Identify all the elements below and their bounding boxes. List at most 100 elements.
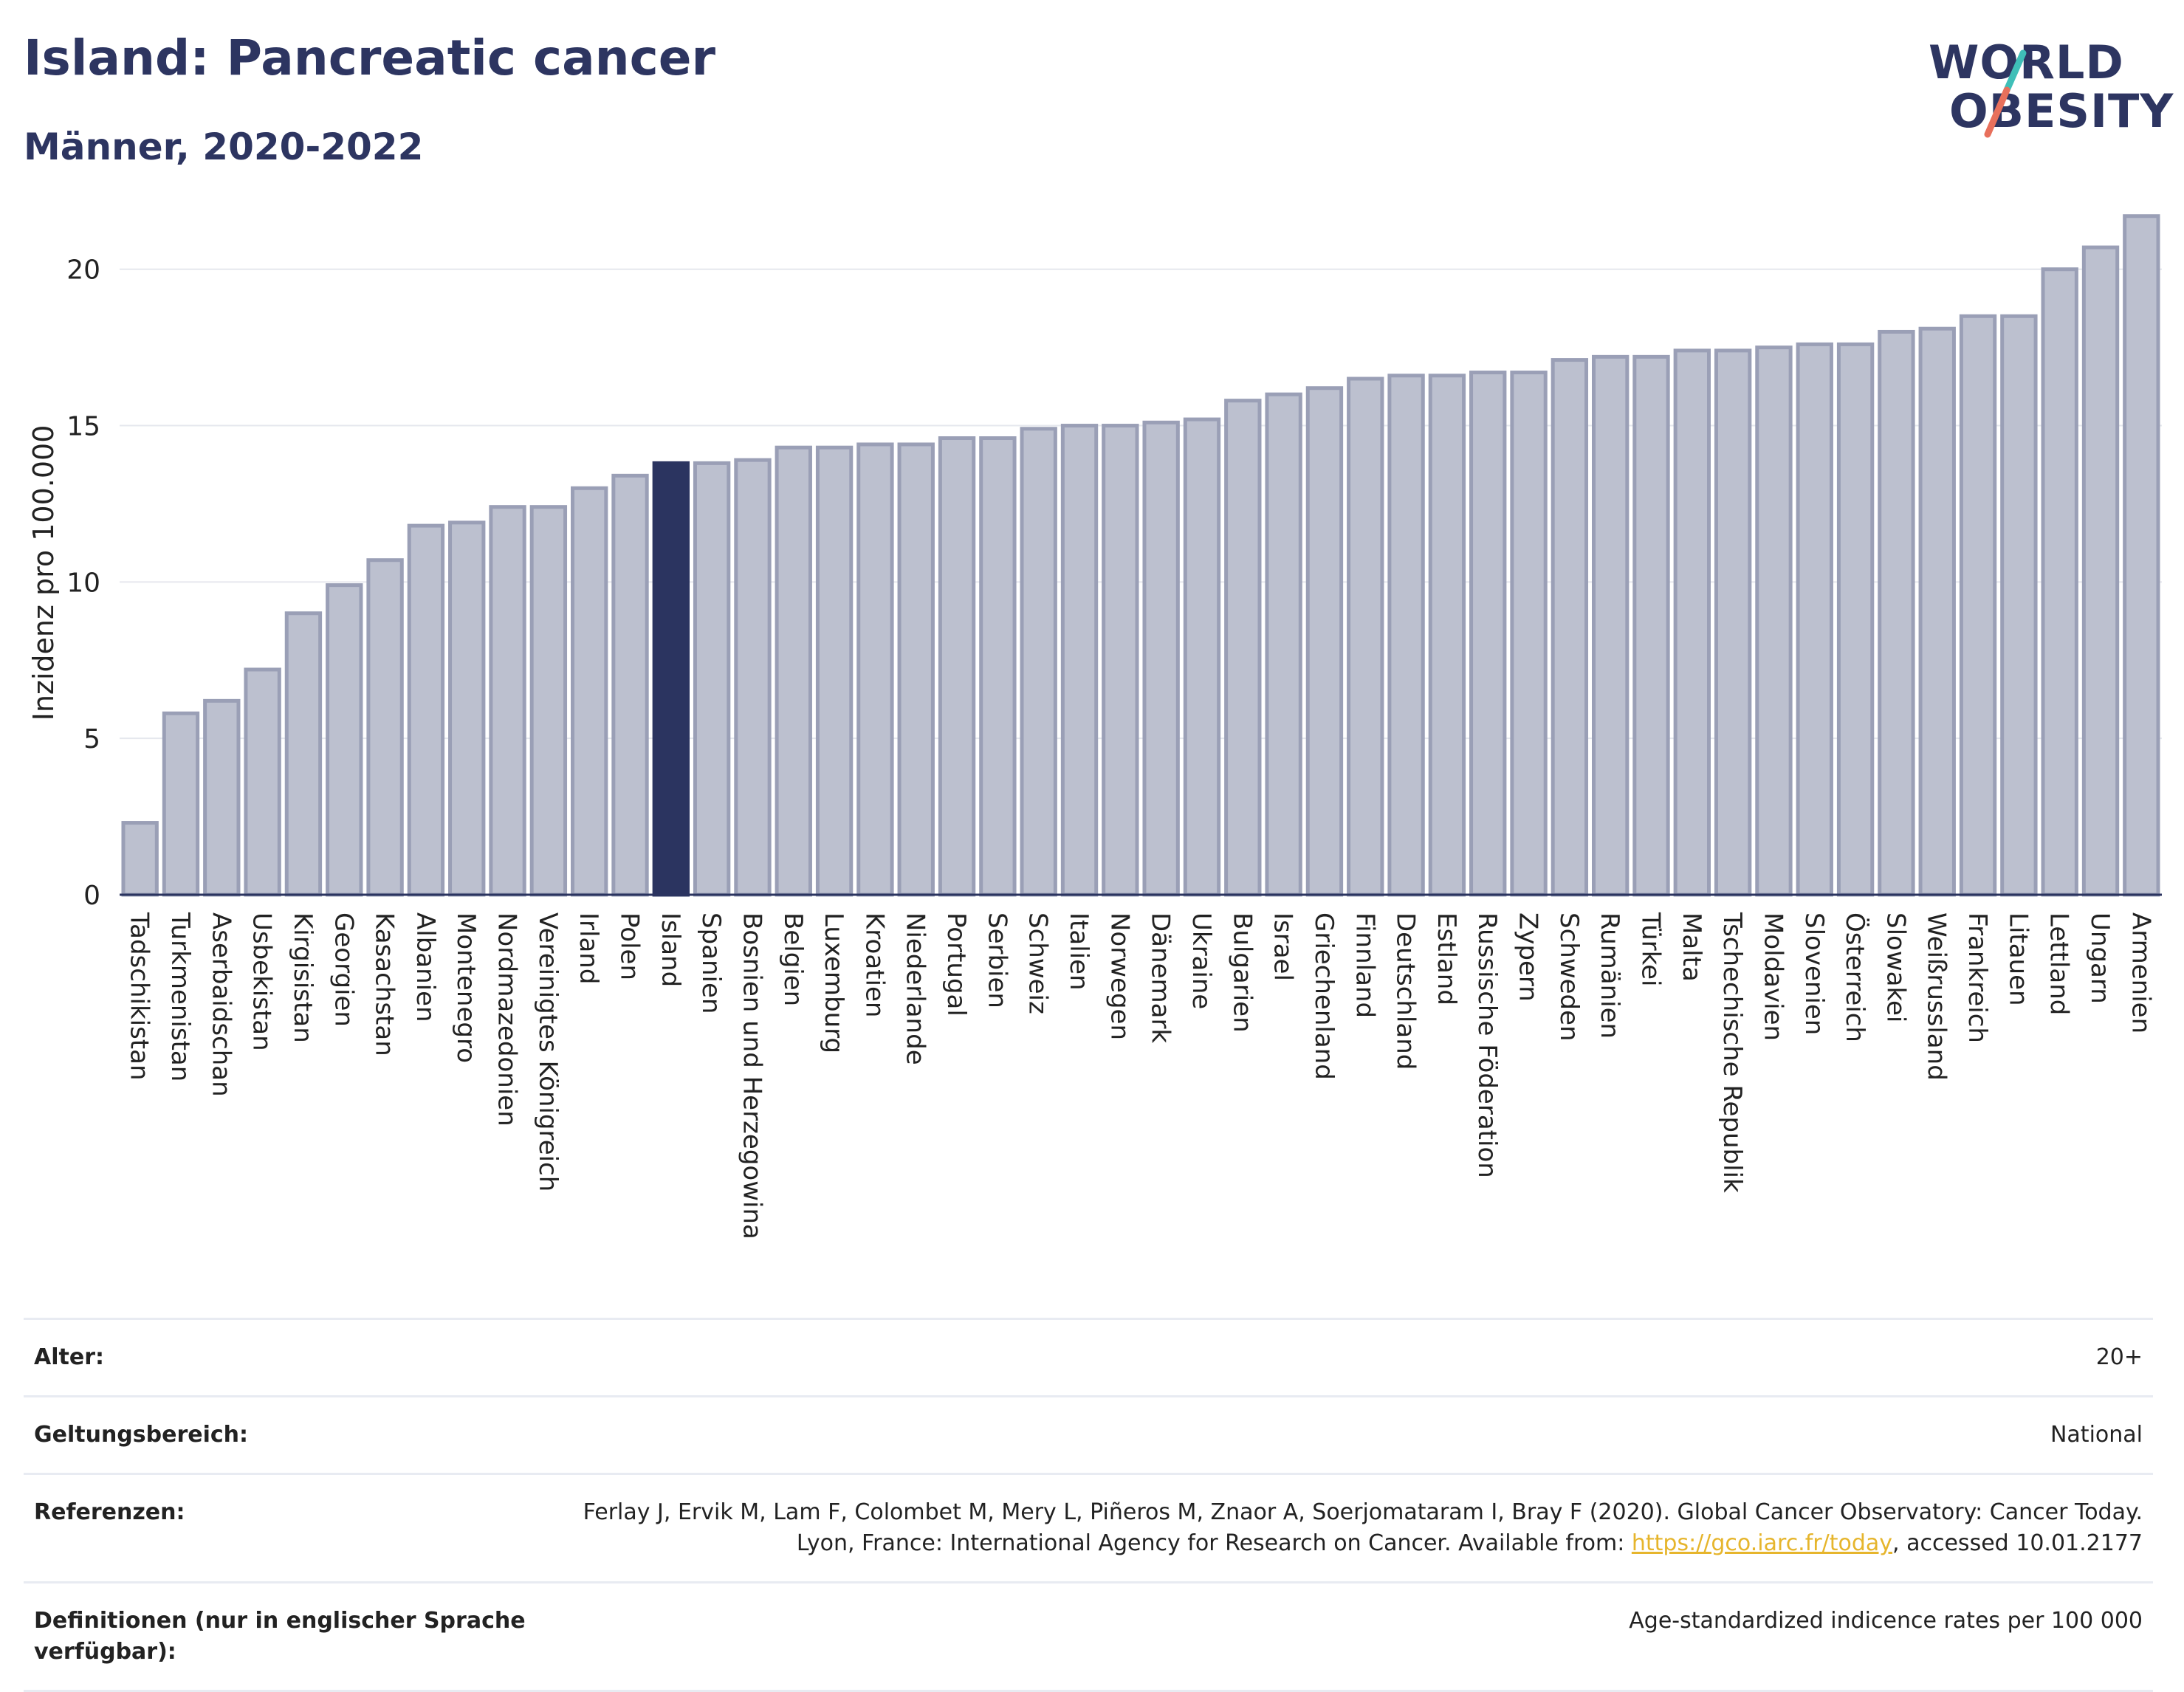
bar (1469, 371, 1507, 897)
x-tick-label: Dänemark (1146, 912, 1175, 1043)
bar-chart: 0 5 10 15 20 Inzidenz pro 100.000 Tadschikista… (27, 214, 2162, 1239)
bar (529, 505, 568, 897)
bar (1673, 348, 1711, 897)
x-tick-label: Israel (1268, 912, 1298, 981)
x-tick-label: Finnland (1350, 912, 1379, 1018)
bar (162, 711, 200, 897)
x-tick-label: Kirgisistan (288, 912, 317, 1043)
bar (775, 445, 812, 897)
world-obesity-logo: WORLD OBESITY (1927, 22, 2173, 155)
references-text-before: Ferlay J, Ervik M, Lam F, Colombet M, Me… (583, 1499, 2143, 1556)
bar (2000, 314, 2038, 897)
x-tick-label: Italien (1064, 912, 1093, 991)
y-axis-label: Inzidenz pro 100.000 (27, 425, 60, 721)
x-tick-label: Malta (1677, 912, 1706, 982)
x-tick-label: Deutschland (1391, 912, 1421, 1070)
x-tick-label: Litauen (2003, 912, 2033, 1006)
bar (2081, 245, 2120, 897)
x-tick-label: Weißrussland (1922, 912, 1951, 1081)
x-tick-label: Lettland (2044, 912, 2074, 1015)
x-tick-label: Polen (615, 912, 645, 980)
bar (326, 583, 363, 897)
bar (1060, 424, 1099, 897)
x-tick-label: Schweden (1554, 912, 1584, 1042)
x-tick-label: Kasachstan (370, 912, 399, 1056)
bar (611, 473, 649, 897)
bar (652, 461, 690, 897)
y-tick-label: 0 (83, 881, 100, 911)
bar (897, 442, 935, 897)
page-title: Island: Pancreatic cancer (24, 30, 716, 86)
definitions-label: Definitionen (nur in englischer Sprache … (34, 1608, 526, 1665)
x-tick-label: Griechenland (1309, 912, 1339, 1080)
x-tick-label: Kroatien (859, 912, 889, 1017)
x-tick-label: Türkei (1636, 912, 1666, 986)
age-value: 20+ (2095, 1344, 2143, 1370)
x-tick-label: Ungarn (2085, 912, 2115, 1004)
bar (1224, 399, 1262, 897)
x-tick-label: Tschechische Republik (1717, 912, 1747, 1193)
bar (407, 523, 445, 897)
references-value: Ferlay J, Ervik M, Lam F, Colombet M, Me… (546, 1497, 2143, 1559)
x-tick-label: Niederlande (901, 912, 930, 1065)
x-tick-label: Nordmazedonien (492, 912, 522, 1127)
x-tick-label: Montenegro (451, 912, 481, 1063)
x-tick-label: Turkmenistan (165, 912, 195, 1081)
references-link[interactable]: https://gco.iarc.fr/today (1631, 1530, 1893, 1556)
bar (1020, 427, 1057, 897)
bar (1714, 348, 1752, 897)
bar (1755, 345, 1793, 897)
references-text-after: , accessed 10.01.2177 (1892, 1530, 2143, 1556)
y-tick-label: 5 (83, 724, 100, 754)
bar (1102, 424, 1139, 897)
bar (1305, 386, 1344, 897)
bar (1142, 420, 1180, 897)
logo-line1: WORLD (1929, 35, 2124, 89)
x-tick-label: Zypern (1514, 912, 1543, 1002)
bar (979, 436, 1017, 897)
bar (203, 698, 241, 897)
x-tick-label: Moldavien (1758, 912, 1788, 1041)
meta-table: Alter: 20+ Geltungsbereich: National Ref… (24, 1318, 2153, 1692)
x-tick-label: Frankreich (1962, 912, 1992, 1043)
bar (856, 442, 894, 897)
bar (448, 520, 486, 897)
x-tick-label: Tadschikistan (125, 912, 154, 1081)
meta-row-scope: Geltungsbereich: National (24, 1395, 2153, 1473)
age-label: Alter: (34, 1344, 104, 1370)
bar (366, 558, 404, 897)
x-tick-label: Spanien (696, 912, 726, 1014)
y-tick-label: 10 (66, 568, 100, 598)
x-tick-label: Island (656, 912, 685, 987)
x-tick-label: Serbien (982, 912, 1012, 1008)
bar (2123, 214, 2160, 897)
x-tick-label: Slovenien (1799, 912, 1829, 1035)
y-tick-label: 20 (66, 255, 100, 286)
meta-row-definitions: Definitionen (nur in englischer Sprache … (24, 1581, 2153, 1692)
bar (121, 821, 159, 897)
bar (489, 505, 526, 897)
x-tick-label: Bulgarien (1227, 912, 1257, 1033)
page-subtitle: Männer, 2020-2022 (24, 125, 424, 168)
bar (1387, 374, 1425, 897)
x-tick-label: Georgien (329, 912, 358, 1027)
references-label: Referenzen: (34, 1499, 185, 1525)
bar (1183, 417, 1221, 897)
x-tick-label: Norwegen (1105, 912, 1134, 1040)
bar (284, 611, 323, 897)
bar (2041, 267, 2078, 897)
bar (815, 445, 854, 897)
x-tick-label: Russische Föderation (1472, 912, 1502, 1178)
bar (1796, 342, 1833, 897)
x-tick-label: Bosnien und Herzegowina (737, 912, 766, 1239)
bar (1836, 342, 1875, 897)
bar (1347, 376, 1384, 897)
bar (1591, 354, 1630, 897)
bar (693, 461, 731, 897)
meta-row-references: Referenzen: Ferlay J, Ervik M, Lam F, Co… (24, 1473, 2153, 1581)
definitions-value: Age-standardized indicence rates per 100… (1629, 1608, 2143, 1634)
bar (1918, 326, 1956, 897)
x-tick-label: Österreich (1840, 912, 1870, 1042)
bar (1265, 392, 1302, 897)
bar (570, 486, 608, 897)
